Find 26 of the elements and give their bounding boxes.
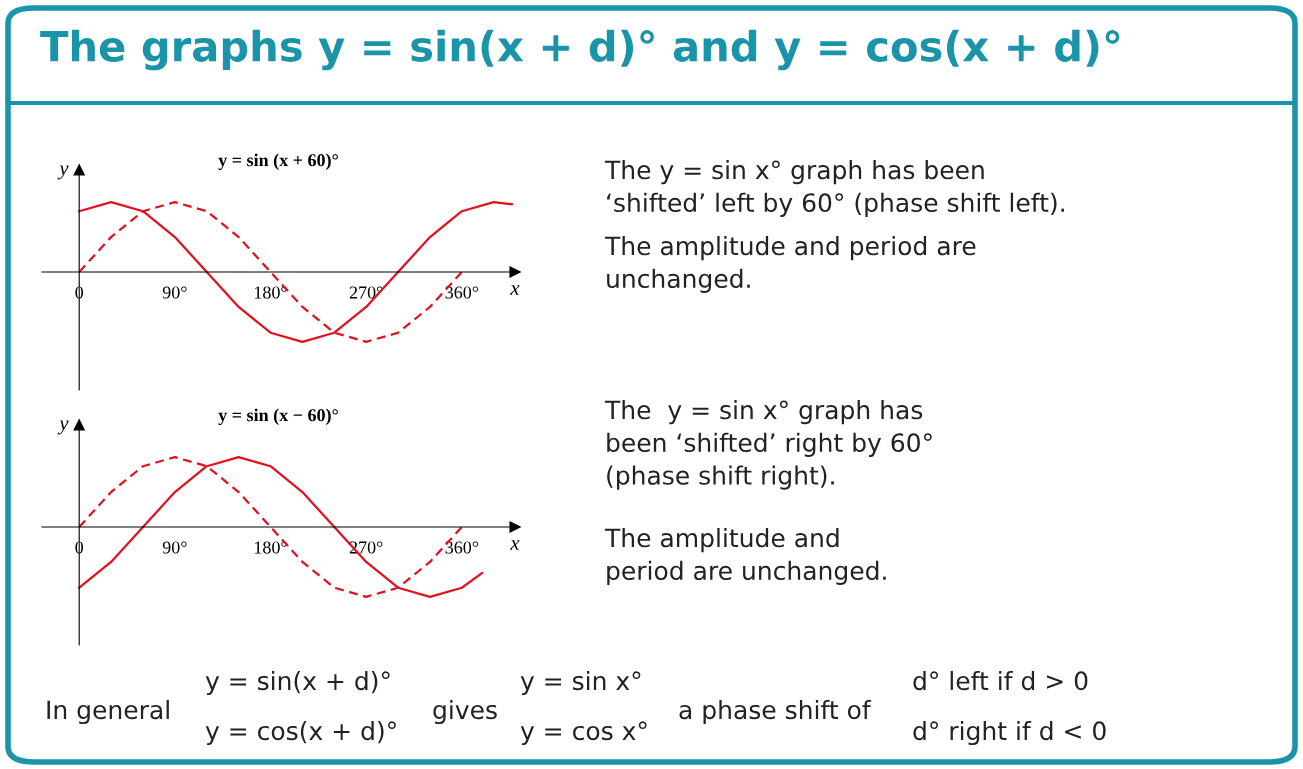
text: The amplitude and period are unchanged. xyxy=(604,236,976,293)
x-tick-label: 90° xyxy=(162,286,187,299)
text: y = sin x° xyxy=(520,670,641,696)
text: The y = sin x° graph has been ‘shifted’ right by 60° (phase shift right). xyxy=(604,400,932,490)
text: y = cos(x + d)° xyxy=(205,720,396,746)
text: The y = sin x° graph has been ‘shifted’ left by 60° (phase shift left). xyxy=(604,160,1064,217)
x-tick-label: 180° xyxy=(254,286,287,299)
text: The amplitude and period are unchanged. xyxy=(604,528,886,585)
x-tick-label: 360° xyxy=(445,286,479,299)
chart-title: y = sin (x + 60)° xyxy=(218,153,338,170)
x-axis-title: x xyxy=(510,540,520,550)
text: In general xyxy=(47,699,169,725)
x-tick-label: 180° xyxy=(254,541,287,554)
text: gives xyxy=(433,699,497,725)
text: d° left if d > 0 xyxy=(913,670,1088,691)
y-axis-title: y xyxy=(57,165,69,180)
text: y = sin(x + d)° xyxy=(205,670,390,696)
y-axis-title: y xyxy=(57,420,69,435)
x-axis-title: x xyxy=(510,285,520,295)
text: d° right if d < 0 xyxy=(913,720,1106,746)
x-tick-label: 360° xyxy=(445,541,479,554)
text: y = cos x° xyxy=(520,721,647,746)
chart-title: y = sin (x − 60)° xyxy=(218,408,338,425)
text: The graphs y = sin(x + d)° and y = cos(x + d)° xyxy=(40,29,1120,71)
x-tick-label: 90° xyxy=(162,541,187,554)
text: a phase shift of xyxy=(679,699,872,725)
